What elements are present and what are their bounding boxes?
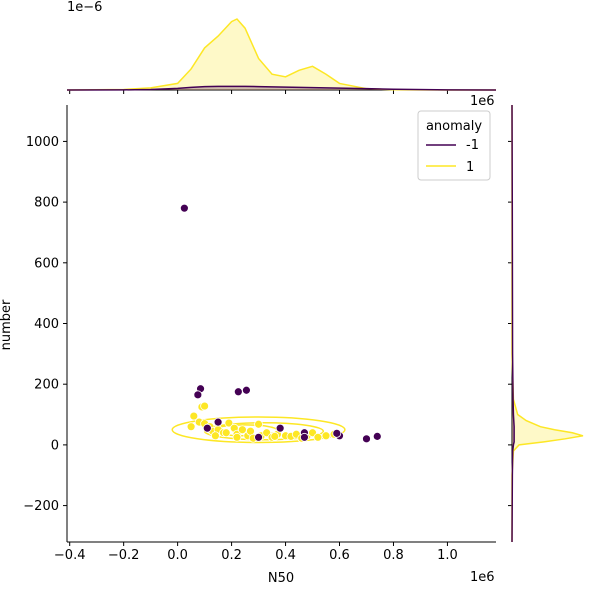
y-tick-label: 800 bbox=[34, 196, 59, 211]
scatter-point-anomaly-1 bbox=[232, 432, 242, 442]
scatter-point-anomaly-1 bbox=[186, 422, 196, 432]
legend: anomaly -1 1 bbox=[417, 110, 491, 181]
scatter-point-anomaly-1 bbox=[321, 431, 331, 441]
x-tick-label: −0.2 bbox=[108, 548, 140, 563]
x-tick-label: 1.0 bbox=[437, 548, 458, 563]
right-marginal-density bbox=[508, 104, 584, 543]
scatter-point-anomaly-neg1 bbox=[202, 423, 212, 433]
x-tick-label: 0.0 bbox=[167, 548, 188, 563]
scatter-point-anomaly-neg1 bbox=[179, 203, 189, 213]
scatter-point-anomaly-1 bbox=[270, 431, 280, 441]
top-marginal-line-anomaly-1 bbox=[66, 18, 496, 91]
y-tick-label: −200 bbox=[23, 499, 59, 514]
scatter-point-anomaly-1 bbox=[224, 418, 234, 428]
y-tick-label: 600 bbox=[34, 256, 59, 271]
scatter-point-anomaly-neg1 bbox=[372, 431, 382, 441]
top-marginal-density bbox=[66, 18, 497, 94]
right-marginal-line-anomaly-neg1 bbox=[511, 104, 515, 543]
y-tick-label: 1000 bbox=[26, 135, 59, 150]
top-marginal-fill-anomaly-1 bbox=[67, 19, 496, 90]
y-tick-label: 0 bbox=[51, 438, 59, 453]
y-tick-label: 400 bbox=[34, 317, 59, 332]
top-marginal-scale-label: 1e−6 bbox=[67, 0, 102, 15]
scatter-point-anomaly-neg1 bbox=[233, 387, 243, 397]
x-tick-label: 0.6 bbox=[329, 548, 350, 563]
legend-label-anomaly-1: 1 bbox=[466, 160, 474, 175]
scatter-point-anomaly-1 bbox=[210, 431, 220, 441]
scatter-point-anomaly-1 bbox=[254, 419, 263, 429]
scatter-point-anomaly-1 bbox=[200, 401, 210, 411]
x-axis-label: N50 bbox=[268, 571, 294, 586]
scatter-point-anomaly-neg1 bbox=[254, 432, 263, 442]
scatter-point-anomaly-neg1 bbox=[332, 428, 342, 438]
x-tick-label: −0.4 bbox=[54, 548, 86, 563]
y-tick-label: 200 bbox=[34, 378, 59, 393]
kde-contour-ring bbox=[171, 416, 346, 444]
x-tick-label: 0.4 bbox=[275, 548, 296, 563]
scatter-point-anomaly-1 bbox=[221, 428, 231, 438]
top-marginal-line-anomaly-neg1 bbox=[66, 85, 497, 91]
right-marginal-fill-anomaly-1 bbox=[512, 105, 583, 542]
scatter-point-anomaly-neg1 bbox=[213, 417, 223, 427]
scatter-point-anomaly-1 bbox=[313, 432, 323, 442]
x-tick-label: 0.8 bbox=[383, 548, 404, 563]
legend-label-anomaly-neg1: -1 bbox=[466, 138, 479, 153]
scatter-point-anomaly-neg1 bbox=[300, 432, 309, 442]
scatter-point-anomaly-neg1 bbox=[362, 434, 371, 444]
main-scatter-plot: −0.4 −0.2 0.0 0.2 0.4 0.6 0.8 1.0 −200 0 200 400 600… bbox=[23, 105, 496, 563]
scatter-point-anomaly-neg1 bbox=[193, 390, 203, 400]
x-tick-label: 0.2 bbox=[221, 548, 242, 563]
scatter-point-anomaly-neg1 bbox=[242, 385, 251, 395]
right-marginal-line-anomaly-1 bbox=[511, 105, 584, 542]
x-scale-label: 1e6 bbox=[470, 570, 495, 585]
y-axis-label: number bbox=[0, 299, 14, 350]
y-scale-label: 1e6 bbox=[470, 94, 495, 109]
legend-title: anomaly bbox=[426, 119, 482, 134]
scatter-point-anomaly-neg1 bbox=[275, 423, 285, 433]
scatter-point-anomaly-1 bbox=[189, 411, 199, 421]
